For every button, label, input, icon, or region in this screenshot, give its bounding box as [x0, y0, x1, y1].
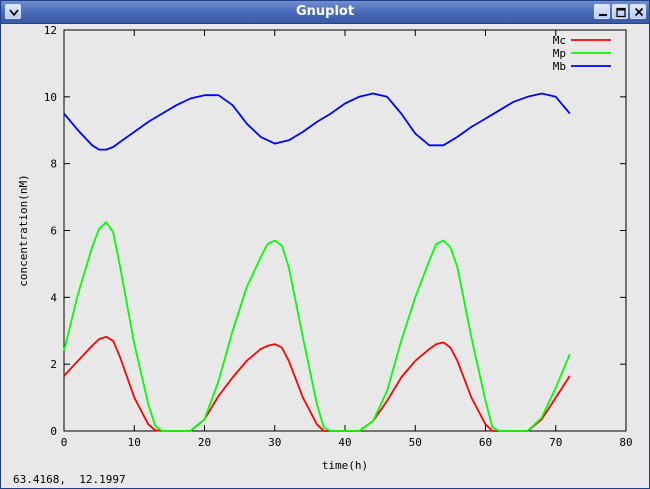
maximize-button[interactable]: [612, 4, 628, 19]
minimize-icon: [599, 14, 607, 16]
minimize-button[interactable]: [594, 4, 610, 19]
window-title: Gnuplot: [295, 4, 355, 19]
y-tick-label: 2: [50, 358, 57, 371]
status-coordinates: 63.4168, 12.1997: [13, 473, 126, 486]
close-icon: [634, 7, 644, 17]
x-tick-label: 30: [268, 436, 281, 449]
legend-label: Mc: [553, 34, 566, 47]
x-tick-label: 20: [198, 436, 211, 449]
x-tick-label: 80: [619, 436, 632, 449]
x-tick-label: 40: [338, 436, 351, 449]
title-bar[interactable]: Gnuplot: [1, 1, 649, 24]
x-tick-label: 10: [128, 436, 141, 449]
legend-label: Mb: [553, 60, 566, 73]
x-tick-label: 0: [61, 436, 68, 449]
legend-label: Mp: [553, 47, 566, 60]
maximize-icon: [616, 7, 626, 18]
close-button[interactable]: [630, 4, 646, 19]
chevron-down-icon: [9, 9, 19, 17]
y-tick-label: 6: [50, 225, 57, 238]
y-tick-label: 4: [50, 291, 57, 304]
x-tick-label: 60: [479, 436, 492, 449]
series-line-mb: [63, 92, 571, 151]
y-tick-label: 0: [50, 425, 57, 438]
y-axis-label: concentration(nM): [17, 174, 30, 287]
plot-frame: [63, 29, 627, 432]
series-line-mp: [63, 221, 571, 432]
y-tick-label: 12: [44, 24, 57, 37]
series-line-mc: [63, 335, 571, 432]
x-axis-label: time(h): [322, 459, 368, 472]
plot-area[interactable]: 0 10 20 30 40 50 60 70 80 0 2 4 6 8 10 12 time(h) concent…: [1, 23, 649, 489]
x-tick-label: 70: [549, 436, 562, 449]
x-tick-label: 50: [409, 436, 422, 449]
y-tick-label: 8: [50, 158, 57, 171]
window-menu-button[interactable]: [5, 4, 21, 19]
y-tick-label: 10: [44, 91, 57, 104]
